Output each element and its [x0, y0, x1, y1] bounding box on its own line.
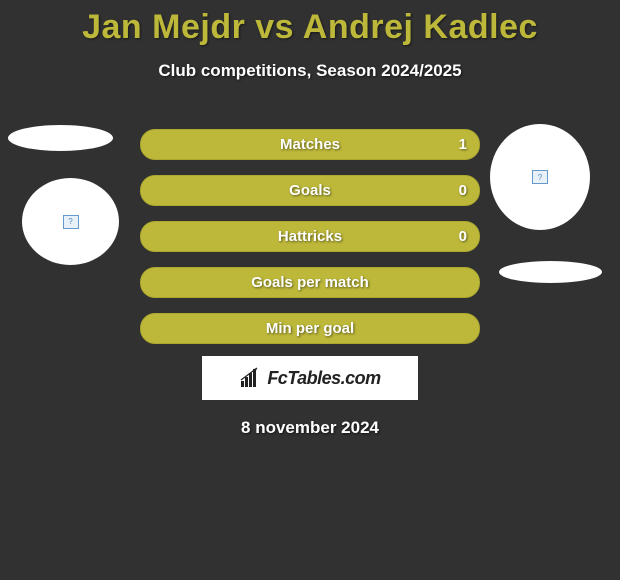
- stat-label: Matches: [280, 136, 340, 153]
- stat-bar-goals: Goals 0: [140, 175, 480, 206]
- stat-bar-goals-per-match: Goals per match: [140, 267, 480, 298]
- snapshot-date: 8 november 2024: [0, 418, 620, 438]
- player-avatar-left: ?: [22, 178, 119, 265]
- comparison-title: Jan Mejdr vs Andrej Kadlec: [0, 0, 620, 47]
- stat-label: Min per goal: [266, 320, 354, 337]
- stat-value-right: 1: [459, 136, 467, 153]
- brand-logo: FcTables.com: [202, 356, 418, 400]
- stat-value-right: 0: [459, 182, 467, 199]
- stat-label: Goals: [289, 182, 331, 199]
- stat-label: Hattricks: [278, 228, 342, 245]
- image-placeholder-icon: ?: [63, 215, 79, 229]
- stat-bar-matches: Matches 1: [140, 129, 480, 160]
- image-placeholder-icon: ?: [532, 170, 548, 184]
- decoration-ellipse-right-bottom: [499, 261, 602, 283]
- stat-bar-min-per-goal: Min per goal: [140, 313, 480, 344]
- stat-bar-hattricks: Hattricks 0: [140, 221, 480, 252]
- brand-text: FcTables.com: [267, 368, 380, 389]
- player-avatar-right: ?: [490, 124, 590, 230]
- comparison-subtitle: Club competitions, Season 2024/2025: [0, 61, 620, 81]
- brand-chart-icon: [239, 367, 263, 389]
- stat-label: Goals per match: [251, 274, 369, 291]
- decoration-ellipse-left-top: [8, 125, 113, 151]
- stat-value-right: 0: [459, 228, 467, 245]
